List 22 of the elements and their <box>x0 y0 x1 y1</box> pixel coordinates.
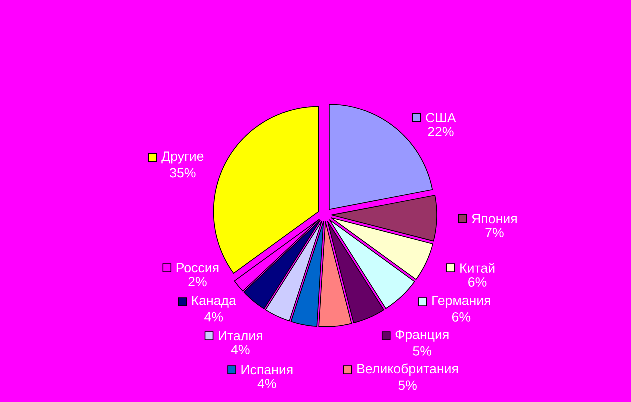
data-label: 5% <box>413 346 432 356</box>
legend-label: США <box>426 113 456 123</box>
legend-label: Другие <box>162 152 204 164</box>
data-label: 4% <box>258 379 276 389</box>
data-label: 22% <box>428 127 454 137</box>
legend-label: Италия <box>219 331 262 341</box>
data-label: 35% <box>170 168 196 178</box>
legend-label: Германия <box>432 296 490 308</box>
legend-label: Япония <box>472 214 517 224</box>
data-label: 4% <box>231 345 250 355</box>
data-label: 6% <box>452 312 471 322</box>
data-label: 5% <box>398 380 417 390</box>
data-label: 2% <box>188 277 207 287</box>
legend-label: Россия <box>176 263 219 273</box>
legend-label: Великобритания <box>358 364 458 376</box>
legend-label: Испания <box>242 365 293 375</box>
data-label: 6% <box>468 278 487 287</box>
legend-label: Канада <box>192 296 236 308</box>
data-label: 7% <box>486 228 504 238</box>
data-label: 4% <box>204 312 224 322</box>
legend-label: Китай <box>460 262 495 273</box>
legend-label: Франция <box>396 330 449 342</box>
